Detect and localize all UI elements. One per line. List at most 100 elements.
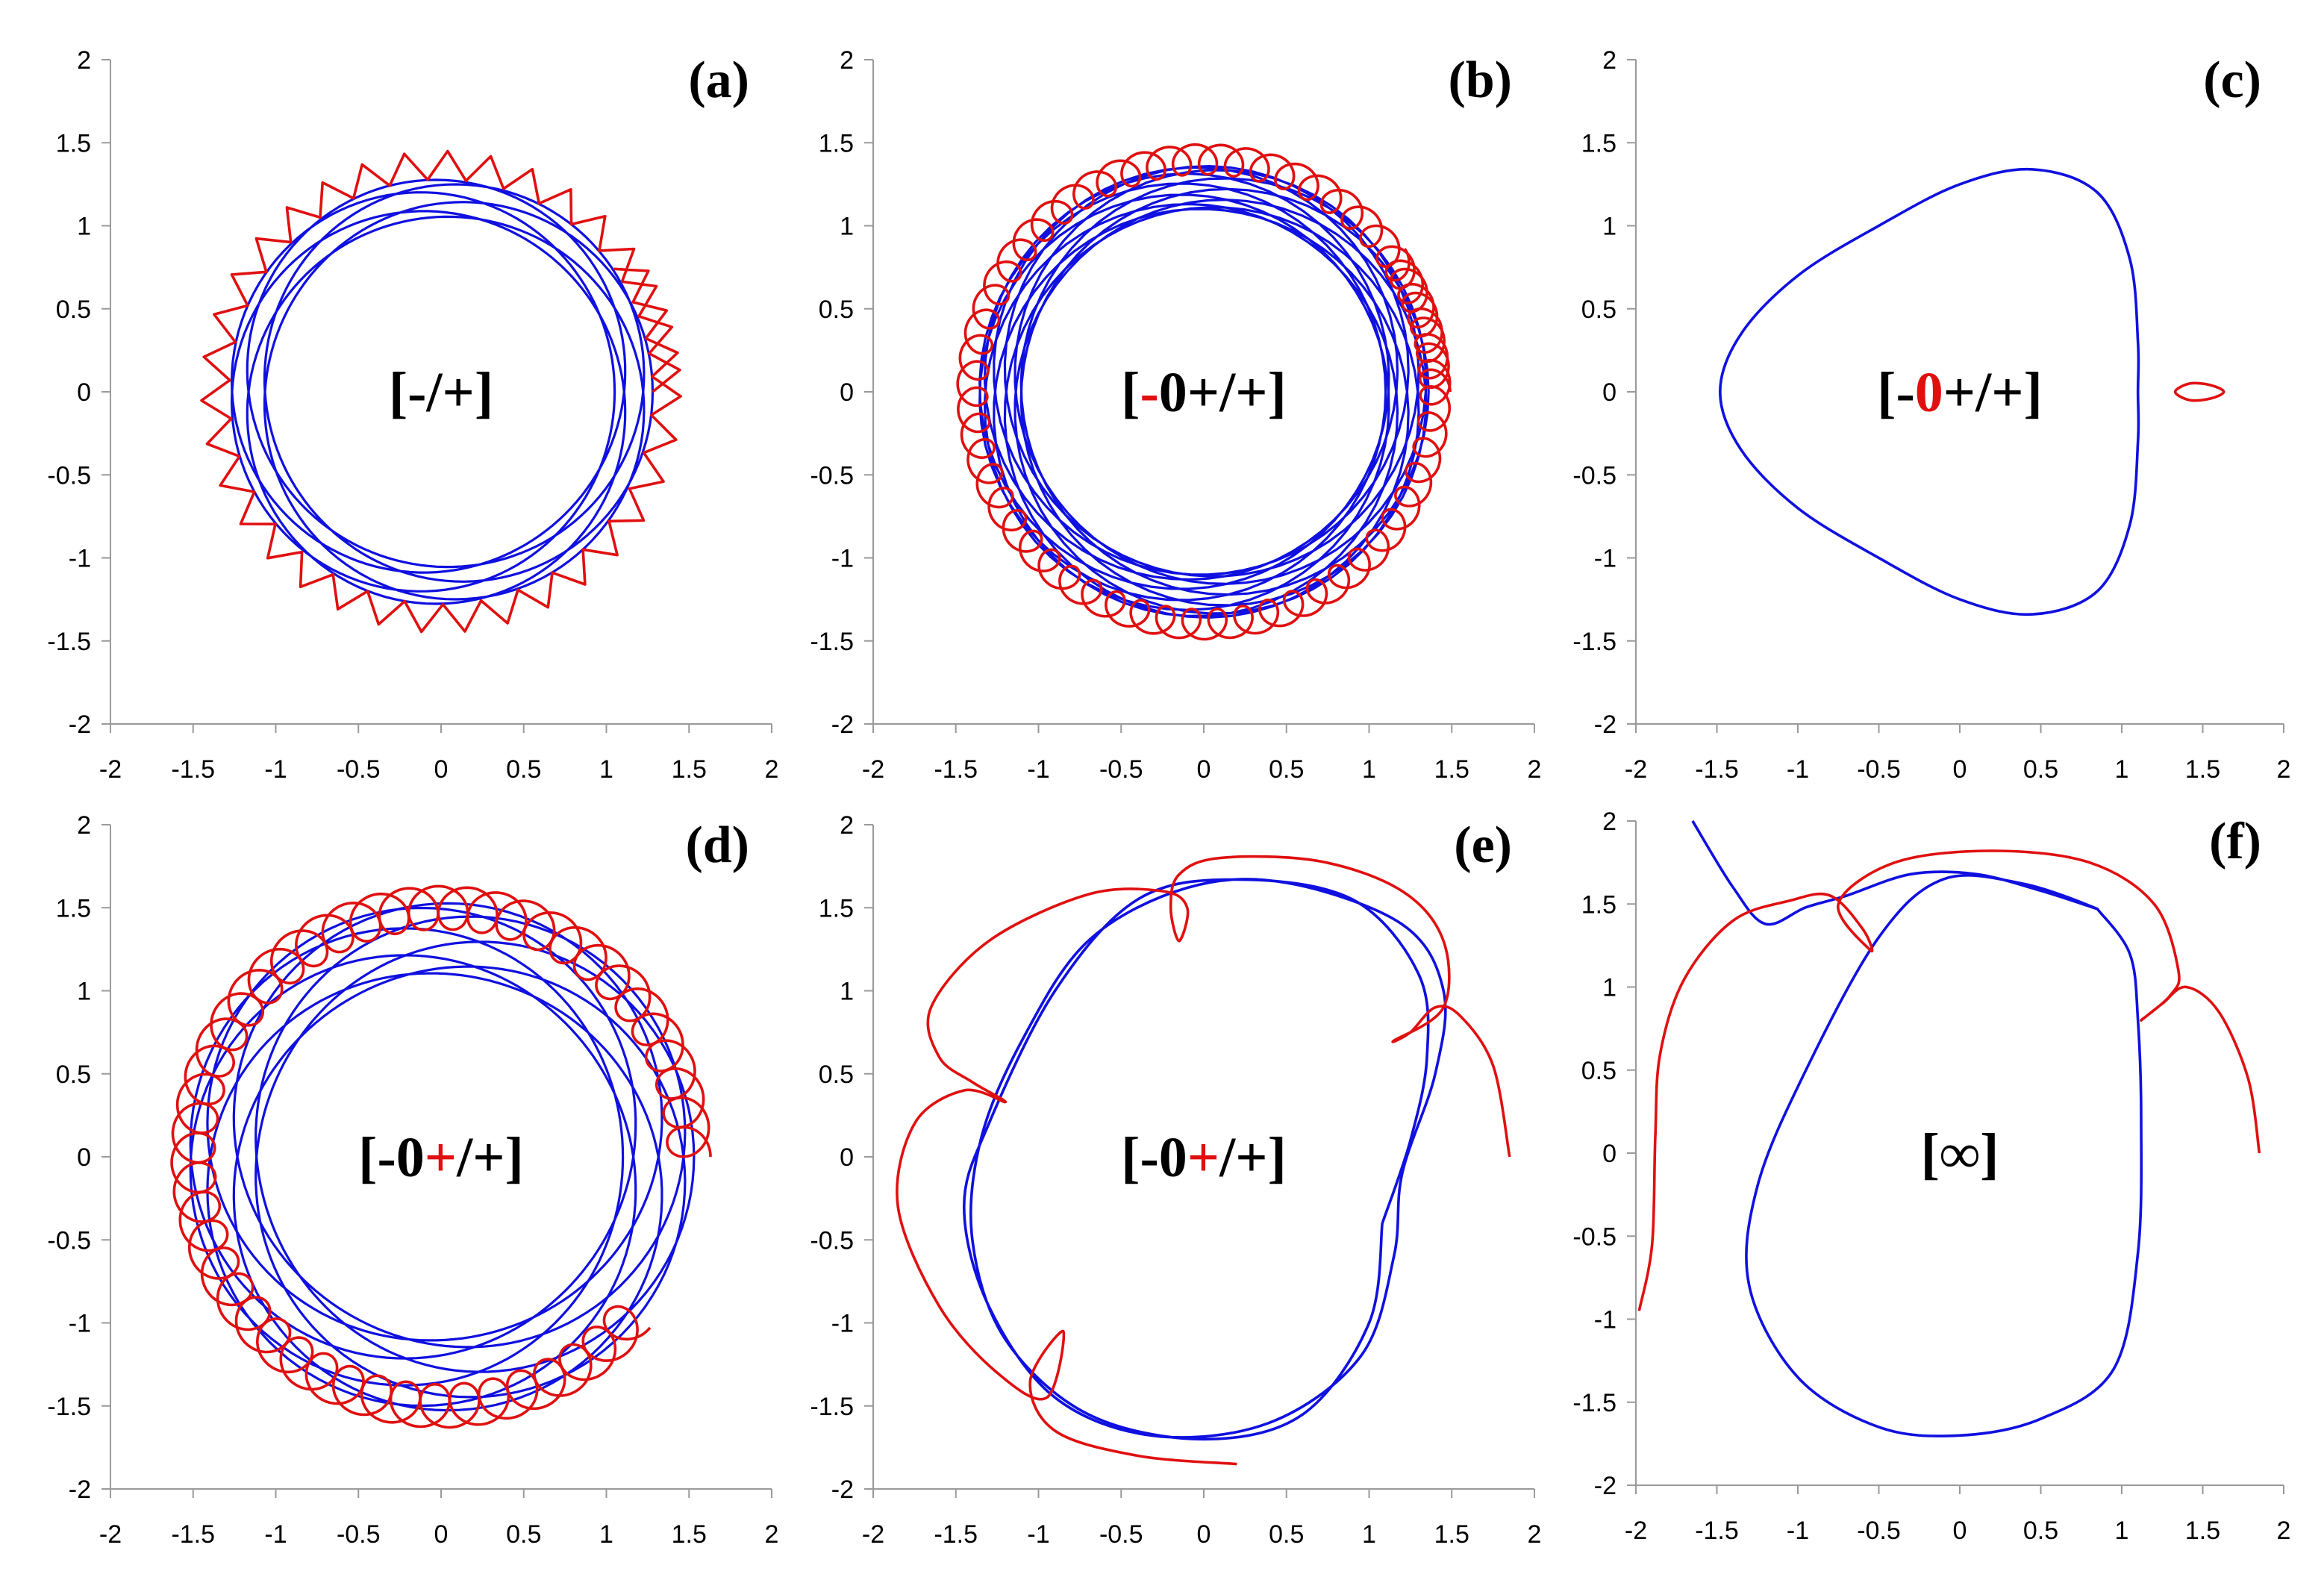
y-tick-label: -1.5 [810,628,854,656]
panel-f: 2 1.5 1 0.5 0 -0.5 -1 -1.5 -2 -2 -1.5 -1 -0.5 0 0.5 1 1.… [1572,808,2290,1545]
x-tick-label: 1 [1362,1520,1376,1549]
red-trajectory-line [956,143,1452,641]
y-tick-label: -2 [831,1476,854,1504]
blue-trajectory-line [963,878,1447,1441]
panel-c: 2 1.5 1 0.5 0 -0.5 -1 -1.5 -2 -2 -1.5 -1 -0.5 0 0.5 1 1.… [1572,46,2290,784]
x-tick-label: 0 [434,755,449,784]
x-tick-label: -1 [264,1520,287,1549]
y-tick-label: -1.5 [1572,1389,1617,1417]
orbit-class-label: [-0+/+] [358,1126,524,1189]
orbit-class-label-segment: 0 [1915,361,1943,424]
y-tick-label: -0.5 [810,1226,854,1255]
y-tick-label: 2 [77,811,91,840]
y-tick-label: 0 [77,1143,91,1172]
orbit-class-label-segment: + [425,1126,457,1189]
x-tick-label: 2 [1528,755,1542,784]
y-tick-label: 1.5 [819,894,854,922]
orbit-class-label-segment: [-0 [1121,1126,1187,1189]
y-tick-label: -2 [1594,1472,1617,1500]
y-tick-label: 0.5 [819,1061,854,1089]
orbit-class-label-segment: 0+/+] [1159,361,1287,424]
red-trajectory-line [2173,381,2225,402]
panel-label: (b) [1448,51,1512,109]
x-tick-label: 0.5 [1269,1520,1304,1549]
x-tick-label: 1.5 [2185,755,2220,784]
y-tick-label: 0.5 [56,1061,91,1089]
y-tick-label: 1.5 [819,129,854,157]
x-tick-label: 1.5 [1434,755,1469,784]
x-tick-label: 1 [599,755,613,784]
blue-trajectory-line [230,178,655,605]
x-tick-label: -0.5 [1099,1520,1143,1549]
y-tick-label: -1.5 [47,628,91,656]
x-tick-label: 2 [1528,1520,1542,1549]
x-tick-label: -1.5 [171,755,215,784]
y-tick-label: 0 [840,1143,854,1172]
x-tick-label: 0.5 [1269,755,1304,784]
x-tick-label: 2 [2277,755,2291,784]
y-tick-label: -1.5 [1572,628,1617,656]
y-tick-label: -1 [1594,1306,1617,1334]
x-tick-label: -1.5 [1695,755,1739,784]
y-tick-label: 0.5 [1581,296,1617,324]
orbit-class-label-segment: /+] [1219,1126,1287,1189]
x-tick-label: 1 [2115,755,2129,784]
x-tick-label: 2 [765,1520,779,1549]
orbit-class-label-segment: [-/+] [389,361,493,424]
x-tick-label: 0 [1953,1517,1967,1545]
x-tick-label: 0.5 [506,1520,541,1549]
y-tick-label: -0.5 [47,1226,91,1255]
y-tick-label: -2 [69,711,91,739]
y-tick-label: 1.5 [1581,129,1617,157]
y-tick-label: -1 [831,545,854,573]
x-tick-label: 1.5 [2185,1517,2220,1545]
x-tick-label: -1 [1027,755,1049,784]
x-tick-label: -1 [264,755,287,784]
x-tick-label: -2 [862,1520,884,1549]
y-tick-label: -0.5 [47,461,91,490]
orbit-class-label: [-0+/+] [1877,361,2043,424]
y-tick-label: -1 [1594,545,1617,573]
y-tick-label: 1 [1602,213,1617,241]
panel-b: 21.510.50-0.5-1-1.5-2-2 -1.5 -1 -0.5 0 0.5 1 1.… [810,46,1541,784]
orbit-class-label: [-0+/+] [1121,1126,1287,1189]
x-tick-label: -1 [1787,1517,1809,1545]
orbit-class-label-segment: [- [1877,361,1915,424]
y-tick-label: 0.5 [56,296,91,324]
x-tick-label: -2 [862,755,884,784]
x-tick-label: 1.5 [1434,1520,1469,1549]
y-tick-label: -2 [69,1476,91,1504]
y-tick-label: 2 [1602,46,1617,75]
y-tick-label: 1.5 [56,894,91,922]
orbit-class-label-segment: [-0 [358,1126,425,1189]
panel-d: 2 1.5 1 0.5 0 -0.5 -1 -1.5 -2 -2 -1.5 -1 -0.5 0 0.5 1 1.… [47,811,778,1549]
orbit-class-label-segment: [ [1121,361,1140,424]
y-tick-label: 1.5 [1581,890,1617,919]
y-tick-label: -2 [831,711,854,739]
panel-label: (c) [2203,51,2261,109]
y-tick-label: -0.5 [1572,461,1617,490]
x-tick-label: -0.5 [1857,1517,1901,1545]
y-tick-label: -1 [69,1310,91,1338]
x-tick-label: -2 [99,755,122,784]
x-tick-label: 1 [2115,1517,2129,1545]
x-tick-label: 0 [1197,755,1211,784]
y-tick-label: 1 [77,213,91,241]
x-tick-label: 0 [1953,755,1967,784]
x-tick-label: 2 [2277,1517,2291,1545]
x-tick-label: 1 [599,1520,613,1549]
x-tick-label: -1 [1027,1520,1049,1549]
red-trajectory-line [896,855,1511,1466]
x-tick-label: -1.5 [934,755,978,784]
y-tick-label: -1.5 [47,1393,91,1421]
y-tick-label: 0 [840,378,854,407]
y-tick-label: -0.5 [1572,1223,1617,1251]
panel-label: (e) [1454,817,1512,874]
x-tick-label: 1.5 [672,755,707,784]
orbit-class-label-segment: + [1187,1126,1219,1189]
x-tick-label: -1.5 [171,1520,215,1549]
orbit-class-label: [-0+/+] [1121,361,1287,424]
y-tick-label: 2 [1602,808,1617,836]
x-tick-label: -1.5 [934,1520,978,1549]
orbit-class-label-segment: - [1140,361,1158,424]
